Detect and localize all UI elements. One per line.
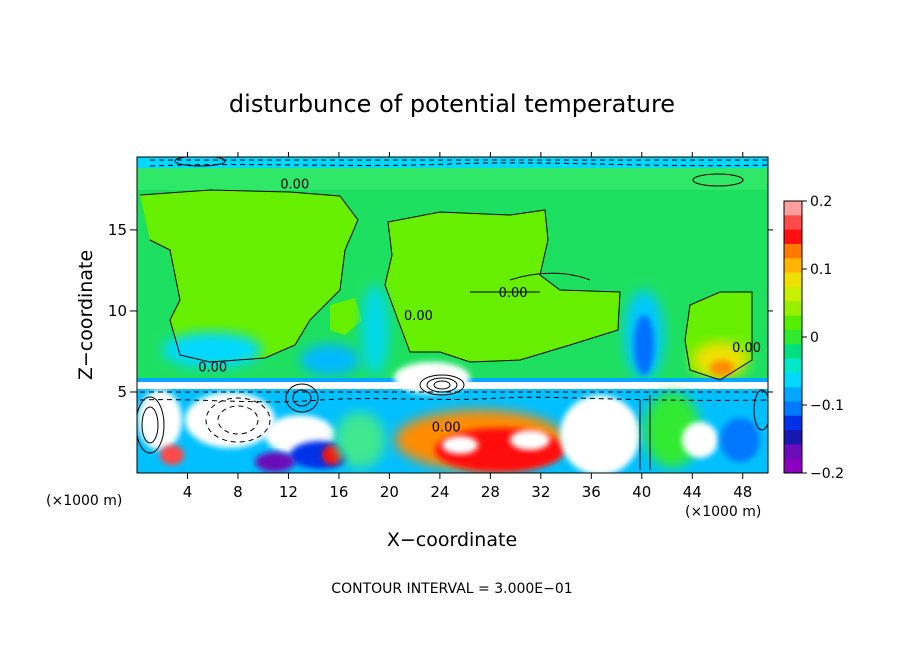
colorbar-tick-label: −0.2 — [810, 466, 844, 482]
colorbar-swatch — [784, 458, 802, 474]
colorbar-swatch — [784, 430, 802, 445]
plot-field — [137, 157, 768, 473]
x-tick-label: 16 — [329, 483, 348, 501]
contour-label: 0.00 — [404, 309, 433, 324]
colorbar-swatch — [784, 415, 802, 431]
colorbar-swatch — [784, 372, 802, 388]
x-tick-label: 44 — [683, 483, 702, 501]
x-tick-label: 20 — [380, 483, 399, 501]
x-tick-label: 40 — [632, 483, 651, 501]
colorbar-swatch — [784, 286, 802, 302]
contour-label: 0.00 — [280, 178, 309, 193]
x-tick-label: 32 — [531, 483, 550, 501]
x-unit-label-right: (×1000 m) — [685, 504, 761, 520]
y-tick-label: 10 — [108, 302, 127, 320]
dashed-contours — [139, 159, 768, 443]
colorbar-swatch — [784, 258, 802, 274]
x-axis-label: X−coordinate — [387, 529, 517, 551]
colorbar-swatch — [784, 243, 802, 259]
colorbar-swatch — [784, 344, 802, 359]
region-lime-center — [385, 210, 620, 362]
contour-interval-note: CONTOUR INTERVAL = 3.000E−01 — [331, 581, 572, 597]
colorbar-tick-label: 0 — [810, 330, 819, 346]
x-tick-label: 8 — [233, 483, 243, 501]
y-axis-label: Z−coordinate — [75, 250, 97, 380]
region-lime-left — [140, 190, 358, 362]
colorbar: 0.2 0.1 0 −0.1 −0.2 — [783, 194, 844, 482]
colorbar-swatch — [784, 401, 802, 417]
colorbar-swatch — [784, 215, 802, 231]
colorbar-swatch — [784, 201, 802, 216]
colorbar-swatch — [784, 272, 802, 288]
x-tick-label: 4 — [183, 483, 193, 501]
colorbar-tick-label: 0.2 — [810, 194, 832, 210]
x-tick-label: 48 — [733, 483, 752, 501]
colorbar-swatch — [784, 358, 802, 374]
y-tick-label: 15 — [108, 221, 127, 239]
plot-frame — [136, 156, 769, 474]
x-axis: 4 8 12 16 20 24 28 32 36 40 44 48 — [183, 152, 752, 501]
colorbar-swatch — [784, 329, 802, 345]
y-axis: 5 10 15 — [108, 221, 773, 401]
colorbar-swatch — [784, 387, 802, 402]
contour-clusters — [137, 157, 768, 470]
colorbar-swatch — [784, 229, 802, 245]
x-tick-label: 36 — [582, 483, 601, 501]
contour-label: 0.00 — [198, 361, 227, 376]
colorbar-swatch — [784, 315, 802, 331]
chart-title: disturbunce of potential temperature — [229, 90, 675, 118]
contour-label: 0.00 — [432, 421, 461, 436]
y-tick-label: 5 — [117, 383, 127, 401]
colorbar-tick-label: 0.1 — [810, 262, 832, 278]
x-tick-label: 12 — [279, 483, 298, 501]
colorbar-swatch — [784, 301, 802, 317]
contour-lines — [139, 189, 753, 381]
region-lime-small — [330, 298, 362, 335]
colorbar-swatch — [784, 444, 802, 460]
colorbar-tick-label: −0.1 — [810, 398, 844, 414]
x-tick-label: 24 — [430, 483, 449, 501]
contour-labels: 0.00 0.00 0.00 0.00 0.00 0.00 — [198, 178, 761, 436]
contour-label: 0.00 — [732, 341, 761, 356]
x-tick-label: 28 — [481, 483, 500, 501]
contour-label: 0.00 — [499, 286, 528, 301]
x-unit-label-left: (×1000 m) — [46, 493, 122, 509]
